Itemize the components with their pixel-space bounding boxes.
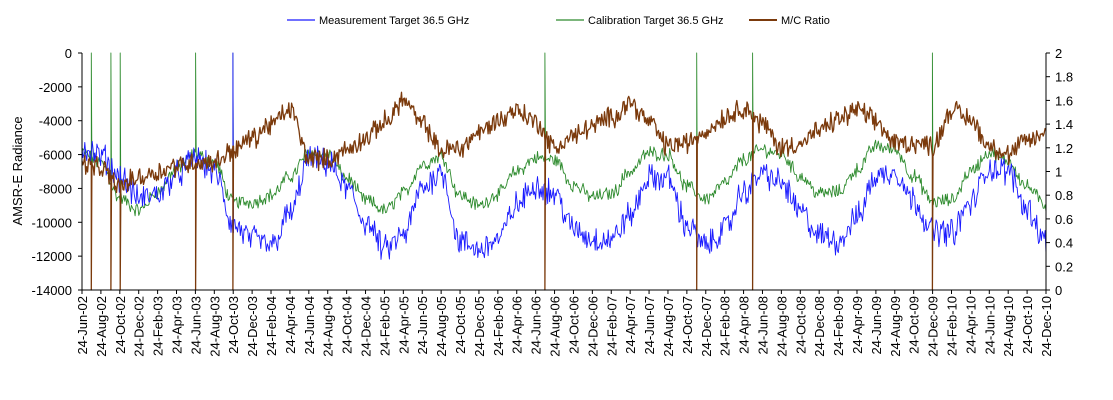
y-tick-label: -4000 (39, 114, 72, 129)
x-tick-label: 24-Aug-10 (1001, 296, 1016, 357)
y2-tick-label: 0 (1055, 283, 1062, 298)
x-tick-label: 24-Jun-10 (982, 296, 997, 355)
x-tick-label: 24-Jun-04 (302, 296, 317, 355)
y-tick-label: 0 (65, 46, 72, 61)
y-axis-title: AMSR-E Radiance (10, 116, 25, 225)
x-tick-label: 24-Feb-06 (491, 296, 506, 356)
y-tick-label: -14000 (32, 283, 72, 298)
y2-tick-label: 0.4 (1055, 236, 1073, 251)
y-tick-label: -2000 (39, 80, 72, 95)
y-tick-label: -12000 (32, 249, 72, 264)
series-line-1 (81, 52, 1047, 217)
x-tick-label: 24-Jun-09 (869, 296, 884, 355)
x-tick-label: 24-Dec-09 (926, 296, 941, 357)
x-tick-label: 24-Aug-09 (888, 296, 903, 357)
x-tick-label: 24-Aug-08 (774, 296, 789, 357)
y2-tick-label: 1.2 (1055, 141, 1073, 156)
x-tick-label: 24-Apr-09 (850, 296, 865, 354)
x-tick-label: 24-Oct-07 (680, 296, 695, 354)
x-tick-label: 24-Aug-02 (94, 296, 109, 357)
y2-tick-label: 1 (1055, 165, 1062, 180)
x-tick-label: 24-Feb-09 (831, 296, 846, 356)
x-tick-label: 24-Aug-06 (548, 296, 563, 357)
series-line-0 (81, 52, 1047, 260)
x-tick-label: 24-Feb-08 (718, 296, 733, 356)
x-tick-label: 24-Oct-04 (340, 296, 355, 354)
x-tick-label: 24-Dec-10 (1039, 296, 1054, 357)
x-tick-label: 24-Jun-03 (188, 296, 203, 355)
y2-tick-label: 0.2 (1055, 259, 1073, 274)
x-tick-label: 24-Feb-03 (151, 296, 166, 356)
x-tick-label: 24-Apr-03 (170, 296, 185, 354)
legend-label: Calibration Target 36.5 GHz (588, 15, 724, 27)
x-tick-label: 24-Apr-06 (510, 296, 525, 354)
y-tick-label: -10000 (32, 215, 72, 230)
y2-tick-label: 1.6 (1055, 93, 1073, 108)
x-tick-label: 24-Oct-05 (453, 296, 468, 354)
x-tick-label: 24-Dec-03 (245, 296, 260, 357)
axes-layer: 0-2000-4000-6000-8000-10000-12000-140002… (32, 46, 1074, 357)
x-tick-label: 24-Feb-05 (377, 296, 392, 356)
x-tick-label: 24-Apr-04 (283, 296, 298, 354)
y-tick-label: -6000 (39, 148, 72, 163)
x-tick-label: 24-Dec-08 (812, 296, 827, 357)
x-tick-label: 24-Oct-10 (1020, 296, 1035, 354)
x-tick-label: 24-Dec-07 (699, 296, 714, 357)
x-tick-label: 24-Jun-08 (755, 296, 770, 355)
legend-label: M/C Ratio (781, 15, 830, 27)
series-layer (81, 52, 1047, 291)
x-tick-label: 24-Dec-04 (359, 296, 374, 357)
y2-tick-label: 1.8 (1055, 70, 1073, 85)
legend: Measurement Target 36.5 GHz Calibration T… (287, 15, 830, 27)
x-tick-label: 24-Apr-07 (623, 296, 638, 354)
x-tick-label: 24-Aug-04 (321, 296, 336, 357)
x-tick-label: 24-Dec-05 (472, 296, 487, 357)
x-tick-label: 24-Apr-10 (963, 296, 978, 354)
x-tick-label: 24-Oct-06 (566, 296, 581, 354)
x-tick-label: 24-Aug-03 (207, 296, 222, 357)
x-tick-label: 24-Aug-07 (661, 296, 676, 357)
x-tick-label: 24-Oct-09 (907, 296, 922, 354)
x-tick-label: 24-Apr-05 (396, 296, 411, 354)
x-tick-label: 24-Dec-02 (132, 296, 147, 357)
x-tick-label: 24-Jun-07 (642, 296, 657, 355)
x-tick-label: 24-Dec-06 (585, 296, 600, 357)
x-tick-label: 24-Aug-05 (434, 296, 449, 357)
y2-tick-label: 2 (1055, 46, 1062, 61)
legend-label: Measurement Target 36.5 GHz (319, 15, 469, 27)
x-tick-label: 24-Oct-03 (226, 296, 241, 354)
x-tick-label: 24-Apr-08 (737, 296, 752, 354)
y2-tick-label: 1.4 (1055, 117, 1073, 132)
x-tick-label: 24-Feb-07 (604, 296, 619, 356)
y2-tick-label: 0.6 (1055, 212, 1073, 227)
series-line-2 (81, 91, 1047, 291)
y2-tick-label: 0.8 (1055, 188, 1073, 203)
x-tick-label: 24-Oct-08 (793, 296, 808, 354)
y-tick-label: -8000 (39, 181, 72, 196)
x-tick-label: 24-Feb-04 (264, 296, 279, 356)
x-tick-label: 24-Jun-05 (415, 296, 430, 355)
x-tick-label: 24-Jun-02 (75, 296, 90, 355)
x-tick-label: 24-Oct-02 (113, 296, 128, 354)
x-tick-label: 24-Jun-06 (529, 296, 544, 355)
x-tick-label: 24-Feb-10 (944, 296, 959, 356)
